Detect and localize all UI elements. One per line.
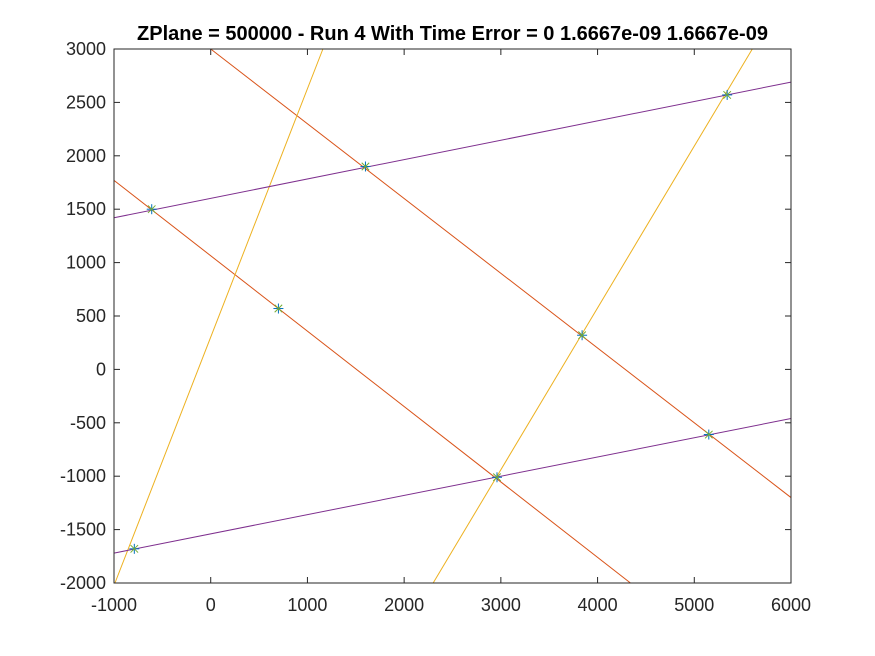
y-tick-label: 2500 xyxy=(66,92,106,112)
x-tick-label: 6000 xyxy=(771,595,811,615)
y-axis: -2000 -1500 -1000 -500 0 500 1000 1500 2000 2500 3… xyxy=(60,39,791,593)
chart-title: ZPlane = 500000 - Run 4 With Time Error … xyxy=(137,23,768,45)
data-point xyxy=(273,303,284,314)
y-tick-label: -2000 xyxy=(60,573,106,593)
x-tick-label: 0 xyxy=(206,595,216,615)
y-tick-label: -500 xyxy=(70,413,106,433)
data-point xyxy=(491,472,502,483)
y-tick-label: 500 xyxy=(76,306,106,326)
plot-lines xyxy=(113,48,792,584)
data-point xyxy=(722,89,733,100)
y-tick-label: -1000 xyxy=(60,466,106,486)
x-tick-label: 2000 xyxy=(384,595,424,615)
y-tick-label: 1500 xyxy=(66,199,106,219)
data-point xyxy=(577,330,588,341)
data-point xyxy=(703,429,714,440)
data-point xyxy=(146,204,157,215)
x-tick-label: 1000 xyxy=(287,595,327,615)
data-point xyxy=(360,161,371,172)
axes-box xyxy=(113,48,792,584)
series-line-3 xyxy=(114,48,324,584)
x-tick-label: 5000 xyxy=(674,595,714,615)
x-tick-label: 3000 xyxy=(481,595,521,615)
data-point xyxy=(129,543,140,554)
y-tick-label: 3000 xyxy=(66,39,106,59)
series-line-2 xyxy=(210,48,792,498)
series-line-6 xyxy=(113,418,792,554)
series-line-1 xyxy=(113,179,631,584)
series-line-5 xyxy=(113,81,792,219)
x-axis: -1000 0 1000 2000 3000 4000 5000 6000 xyxy=(91,49,811,615)
x-tick-label: -1000 xyxy=(91,595,137,615)
y-tick-label: -1500 xyxy=(60,520,106,540)
y-tick-label: 2000 xyxy=(66,146,106,166)
plot-markers xyxy=(129,89,733,554)
series-line-4 xyxy=(432,48,753,584)
x-tick-label: 4000 xyxy=(578,595,618,615)
y-tick-label: 1000 xyxy=(66,253,106,273)
y-tick-label: 0 xyxy=(96,359,106,379)
